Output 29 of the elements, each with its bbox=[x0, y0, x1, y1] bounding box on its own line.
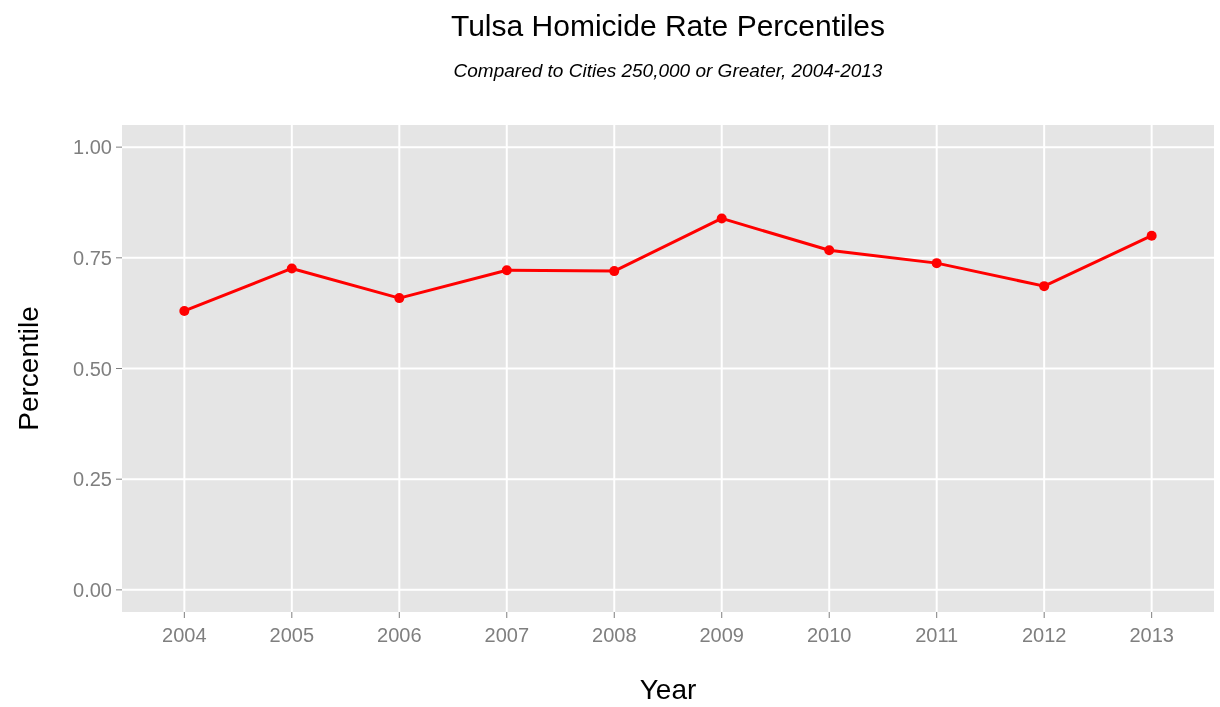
x-axis-title: Year bbox=[639, 674, 697, 705]
point bbox=[394, 293, 405, 304]
x-tick-label: 2006 bbox=[377, 624, 422, 646]
y-tick-label: 0.25 bbox=[73, 468, 112, 491]
point bbox=[1146, 230, 1157, 241]
point bbox=[501, 265, 512, 276]
point bbox=[609, 266, 620, 277]
x-tick-label: 2010 bbox=[806, 624, 852, 646]
point bbox=[931, 258, 942, 269]
x-tick-label: 2004 bbox=[162, 624, 207, 646]
point bbox=[824, 245, 835, 256]
x-tick-label: 2012 bbox=[1021, 624, 1067, 646]
point bbox=[1039, 281, 1050, 292]
x-tick-label: 2007 bbox=[484, 624, 530, 646]
y-tick-label: 0.00 bbox=[73, 578, 112, 601]
x-tick-label: 2013 bbox=[1129, 624, 1174, 646]
x-tick-label: 2009 bbox=[699, 624, 744, 646]
y-axis-title: Percentile bbox=[13, 306, 44, 431]
y-tick-label: 1.00 bbox=[73, 136, 112, 159]
y-tick-label: 0.75 bbox=[73, 246, 112, 269]
y-tick-label: 0.50 bbox=[73, 357, 112, 380]
point bbox=[179, 305, 190, 316]
point bbox=[716, 213, 727, 224]
x-tick-label: 2005 bbox=[269, 624, 315, 646]
point bbox=[286, 263, 297, 274]
chart-title: Tulsa Homicide Rate Percentiles bbox=[450, 9, 886, 42]
chart-subtitle: Compared to Cities 250,000 or Greater, 2004-2013 bbox=[453, 60, 883, 81]
x-tick-label: 2008 bbox=[592, 624, 637, 646]
x-tick-label: 2011 bbox=[915, 624, 959, 646]
